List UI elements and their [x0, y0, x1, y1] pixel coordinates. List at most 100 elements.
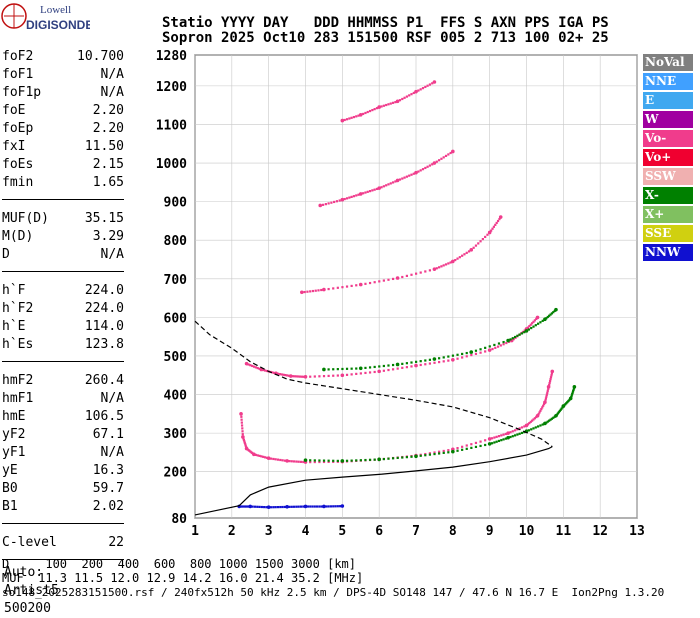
trace-x-trace	[303, 385, 577, 463]
trace-fill-point	[350, 459, 353, 462]
trace-fill-point	[456, 353, 459, 356]
trace-fill-point	[529, 323, 532, 326]
trace-fill-point	[532, 427, 535, 430]
trace-fill-point	[300, 375, 304, 378]
trace-fill-point	[350, 373, 353, 376]
x-tick-label: 12	[592, 524, 608, 539]
trace-fill-point	[251, 505, 254, 508]
trace-fill-point	[419, 169, 422, 172]
trace-fill-point	[366, 190, 369, 193]
trace-fill-point	[309, 375, 312, 378]
y-tick-label: 800	[164, 234, 188, 249]
trace-fill-point	[513, 434, 517, 437]
trace-fill-point	[269, 506, 273, 509]
trace-fill-point	[274, 506, 277, 509]
trace-fill-point	[470, 443, 473, 446]
trace-fill-point	[490, 437, 494, 440]
chart-traces	[194, 80, 577, 516]
trace-point	[451, 259, 455, 264]
trace-fill-point	[497, 342, 501, 345]
trace-fill-point	[539, 321, 542, 324]
trace-fill-point	[243, 440, 246, 443]
trace-f2-3hop	[300, 215, 503, 295]
trace-fill-point	[547, 387, 550, 390]
trace-point	[303, 504, 308, 509]
trace-fill-point	[403, 176, 406, 179]
trace-fill-point	[281, 459, 284, 462]
trace-fill-point	[419, 454, 422, 457]
trace-fill-point	[287, 374, 291, 377]
trace-fill-point	[387, 103, 390, 106]
trace-fill-point	[401, 177, 404, 180]
trace-fill-point	[291, 375, 294, 378]
trace-fill-point	[428, 453, 432, 456]
trace-point	[451, 149, 455, 154]
param-value: N/A	[100, 247, 124, 262]
trace-fill-point	[549, 313, 552, 316]
trace-fill-point	[313, 460, 316, 464]
trace-fill-point	[295, 460, 298, 463]
digisonde-logo: Lowell DIGISONDE	[0, 0, 93, 34]
trace-fill-point	[428, 452, 432, 455]
trace-fill-point	[355, 459, 358, 462]
trace-fill-point	[541, 319, 544, 322]
trace-fill-point	[523, 331, 526, 334]
trace-fill-point	[513, 429, 517, 432]
x-tick-label: 8	[449, 524, 457, 539]
trace-fill-point	[428, 164, 432, 167]
trace-fill-point	[533, 319, 536, 322]
trace-fill-point	[263, 456, 267, 459]
footer-file-info: so148_2025283151500.rsf / 240fx512h 50 k…	[2, 586, 665, 599]
param-label: B0	[2, 481, 18, 496]
trace-fill-point	[313, 375, 316, 378]
trace-fill-point	[548, 383, 551, 387]
param-value: 114.0	[84, 319, 124, 334]
trace-fill-point	[401, 456, 404, 459]
trace-fill-point	[311, 289, 315, 293]
trace-fill-point	[488, 345, 491, 348]
trace-fill-point	[332, 287, 335, 290]
trace-fill-point	[403, 96, 406, 99]
trace-fill-point	[336, 286, 339, 289]
trace-fill-point	[336, 505, 339, 508]
trace-fill-point	[541, 406, 544, 409]
param-value: 2.20	[92, 103, 124, 118]
trace-fill-point	[256, 367, 259, 370]
y-tick-label: 600	[164, 311, 188, 326]
trace-point	[266, 505, 271, 509]
trace-fill-point	[292, 460, 296, 463]
trace-fill-point	[552, 311, 555, 314]
trace-fill-point	[256, 454, 259, 457]
trace-fill-point	[472, 246, 475, 249]
trace-fill-point	[549, 418, 552, 421]
trace-fill-point	[529, 420, 532, 423]
trace-fill-point	[526, 326, 530, 329]
trace-point	[432, 80, 437, 84]
trace-fill-point	[339, 505, 342, 508]
trace-point	[414, 170, 418, 175]
trace-fill-point	[502, 438, 505, 441]
legend-item-vominus: Vo-	[643, 130, 693, 147]
param-label: fxI	[2, 139, 26, 154]
param-row-yf1: yF1 N/A	[2, 444, 124, 462]
trace-fill-point	[544, 399, 547, 402]
trace-fill-point	[532, 325, 535, 328]
trace-fill-point	[444, 154, 448, 157]
param-label: yF1	[2, 445, 26, 460]
trace-fill-point	[391, 101, 395, 104]
x-tick-label: 7	[412, 524, 420, 539]
trace-fill-point	[405, 456, 408, 459]
trace-fill-point	[532, 418, 535, 421]
param-row-ye: yE 16.3	[2, 462, 124, 480]
trace-fill-point	[518, 432, 521, 435]
trace-fill-point	[419, 88, 422, 91]
y-tick-label: 1200	[156, 80, 187, 95]
param-separator	[2, 271, 124, 272]
trace-fill-point	[263, 506, 266, 509]
trace-fill-point	[444, 263, 448, 266]
trace-fill-point	[550, 372, 554, 375]
trace-fill-point	[355, 115, 358, 118]
trace-fill-point	[341, 367, 344, 371]
trace-fill-point	[424, 363, 427, 366]
trace-fill-point	[375, 187, 379, 191]
